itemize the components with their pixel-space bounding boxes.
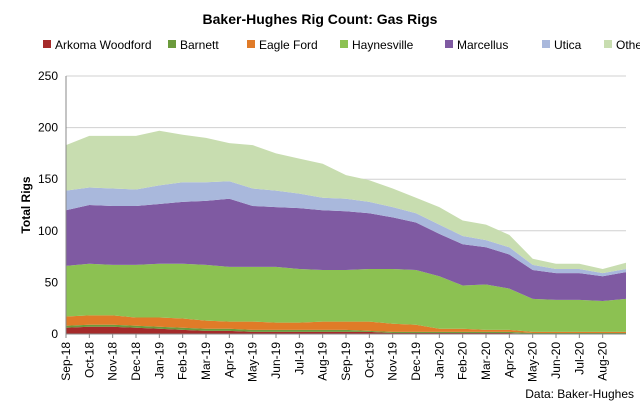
x-tick-label: Aug-20: [596, 342, 610, 381]
area-arkoma-woodford: [66, 326, 626, 334]
x-tick-labels: Sep-18 Oct-18 Nov-18 Dec-18 Jan-19 Feb-19 Mar-…: [59, 334, 610, 382]
x-tick-label: Jun-20: [549, 342, 563, 379]
x-tick-label: Nov-18: [106, 342, 120, 381]
area-others: [66, 130, 626, 274]
x-tick-label: May-19: [246, 342, 260, 382]
x-tick-label: Apr-20: [502, 342, 516, 378]
x-tick-label: Apr-19: [222, 342, 236, 378]
x-tick-label: Sep-18: [59, 342, 73, 381]
legend-label: Others: [616, 38, 640, 52]
x-tick-label: Dec-19: [409, 342, 423, 381]
legend-swatch: [168, 40, 176, 48]
legend-label: Arkoma Woodford: [55, 38, 152, 52]
x-tick-label: Feb-19: [176, 342, 190, 380]
legend-swatch: [43, 40, 51, 48]
legend-label: Barnett: [180, 38, 219, 52]
legend-label: Eagle Ford: [259, 38, 318, 52]
legend-item-barnett: Barnett: [168, 38, 219, 52]
y-tick-labels: 0 50 100 150 200 250: [38, 69, 58, 341]
area-barnett: [66, 324, 626, 334]
area-marcellus: [66, 198, 626, 301]
x-tick-label: Mar-20: [479, 342, 493, 380]
x-tick-label: Oct-19: [362, 342, 376, 378]
legend-item-others: Others: [604, 38, 640, 52]
x-tick-label: Jun-19: [269, 342, 283, 379]
y-tick-label: 200: [38, 121, 58, 135]
legend-swatch: [604, 40, 612, 48]
x-tick-label: Feb-20: [456, 342, 470, 380]
x-tick-label: Dec-18: [129, 342, 143, 381]
legend-item-utica: Utica: [542, 38, 582, 52]
y-tick-label: 150: [38, 172, 58, 186]
area-eagle-ford: [66, 315, 626, 333]
y-tick-label: 0: [51, 327, 58, 341]
y-tick-label: 50: [45, 275, 59, 289]
chart-title: Baker-Hughes Rig Count: Gas Rigs: [203, 11, 438, 27]
legend: Arkoma Woodford Barnett Eagle Ford Haynesvi…: [43, 38, 640, 52]
x-tick-label: May-20: [526, 342, 540, 382]
area-utica: [66, 181, 626, 277]
y-tick-label: 250: [38, 69, 58, 83]
legend-item-haynesville: Haynesville: [340, 38, 414, 52]
legend-label: Utica: [554, 38, 582, 52]
legend-item-eagle-ford: Eagle Ford: [247, 38, 318, 52]
legend-label: Marcellus: [457, 38, 508, 52]
legend-swatch: [542, 40, 550, 48]
x-tick-label: Jul-20: [572, 342, 586, 375]
y-axis-label: Total Rigs: [19, 176, 33, 233]
legend-label: Haynesville: [352, 38, 414, 52]
x-tick-label: Oct-18: [82, 342, 96, 378]
x-tick-label: Jan-19: [152, 342, 166, 379]
x-tick-label: Mar-19: [199, 342, 213, 380]
y-tick-label: 100: [38, 224, 58, 238]
legend-swatch: [445, 40, 453, 48]
x-tick-label: Nov-19: [386, 342, 400, 381]
stacked-areas: [66, 130, 626, 334]
source-note: Data: Baker-Hughes: [525, 387, 634, 401]
x-tick-label: Sep-19: [339, 342, 353, 381]
legend-item-arkoma-woodford: Arkoma Woodford: [43, 38, 152, 52]
legend-item-marcellus: Marcellus: [445, 38, 508, 52]
area-haynesville: [66, 263, 626, 332]
x-tick-label: Jan-20: [432, 342, 446, 379]
x-tick-label: Jul-19: [292, 342, 306, 375]
x-tick-label: Aug-19: [316, 342, 330, 381]
legend-swatch: [247, 40, 255, 48]
legend-swatch: [340, 40, 348, 48]
